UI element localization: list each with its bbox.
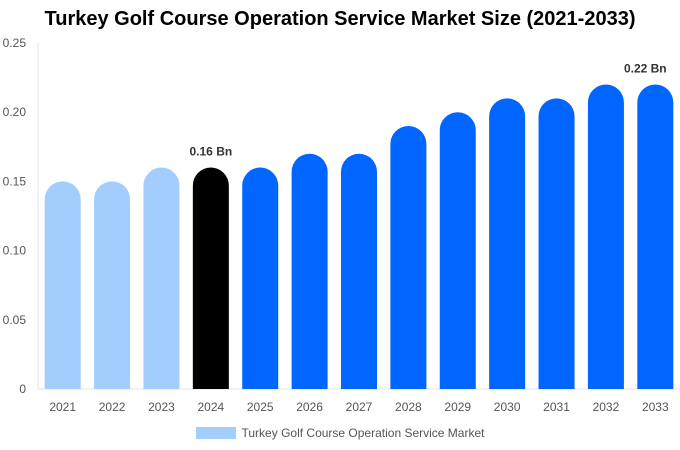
y-tick-label: 0 [19,382,26,396]
y-tick-label: 0.25 [3,36,27,50]
x-tick-label: 2028 [395,400,422,414]
bar-2022 [94,181,131,389]
bar-2031 [538,98,575,390]
x-tick-label: 2030 [494,400,521,414]
bar-2028 [390,126,427,390]
bar-2027 [341,153,377,389]
x-tick-label: 2021 [49,400,76,414]
data-label: 0.16 Bn [190,145,233,159]
y-tick-label: 0.20 [3,105,27,119]
y-tick-label: 0.15 [3,174,27,188]
x-tick-label: 2024 [197,400,224,414]
legend-swatch [195,427,236,439]
legend: Turkey Golf Course Operation Service Mar… [0,426,680,440]
x-tick-label: 2032 [593,400,620,414]
y-tick-label: 0.05 [3,313,27,327]
bar-2032 [587,84,624,390]
x-tick-label: 2022 [99,400,126,414]
data-label: 0.22 Bn [624,62,667,76]
y-tick-label: 0.10 [3,244,27,258]
bar-2025 [242,167,279,389]
x-tick-label: 2029 [444,400,471,414]
x-tick-label: 2033 [642,400,669,414]
x-tick-label: 2031 [543,400,570,414]
x-tick-label: 2026 [296,400,323,414]
bar-2021 [44,181,81,389]
bar-2033 [637,84,674,390]
bar-2026 [291,153,328,389]
bar-2029 [439,112,476,389]
bar-2023 [143,167,180,389]
chart-title: Turkey Golf Course Operation Service Mar… [44,8,636,30]
x-tick-label: 2025 [247,400,274,414]
bar-2030 [489,98,526,389]
x-tick-label: 2027 [346,400,373,414]
bar-2024 [192,167,229,389]
legend-label: Turkey Golf Course Operation Service Mar… [241,426,485,440]
x-tick-label: 2023 [148,400,175,414]
